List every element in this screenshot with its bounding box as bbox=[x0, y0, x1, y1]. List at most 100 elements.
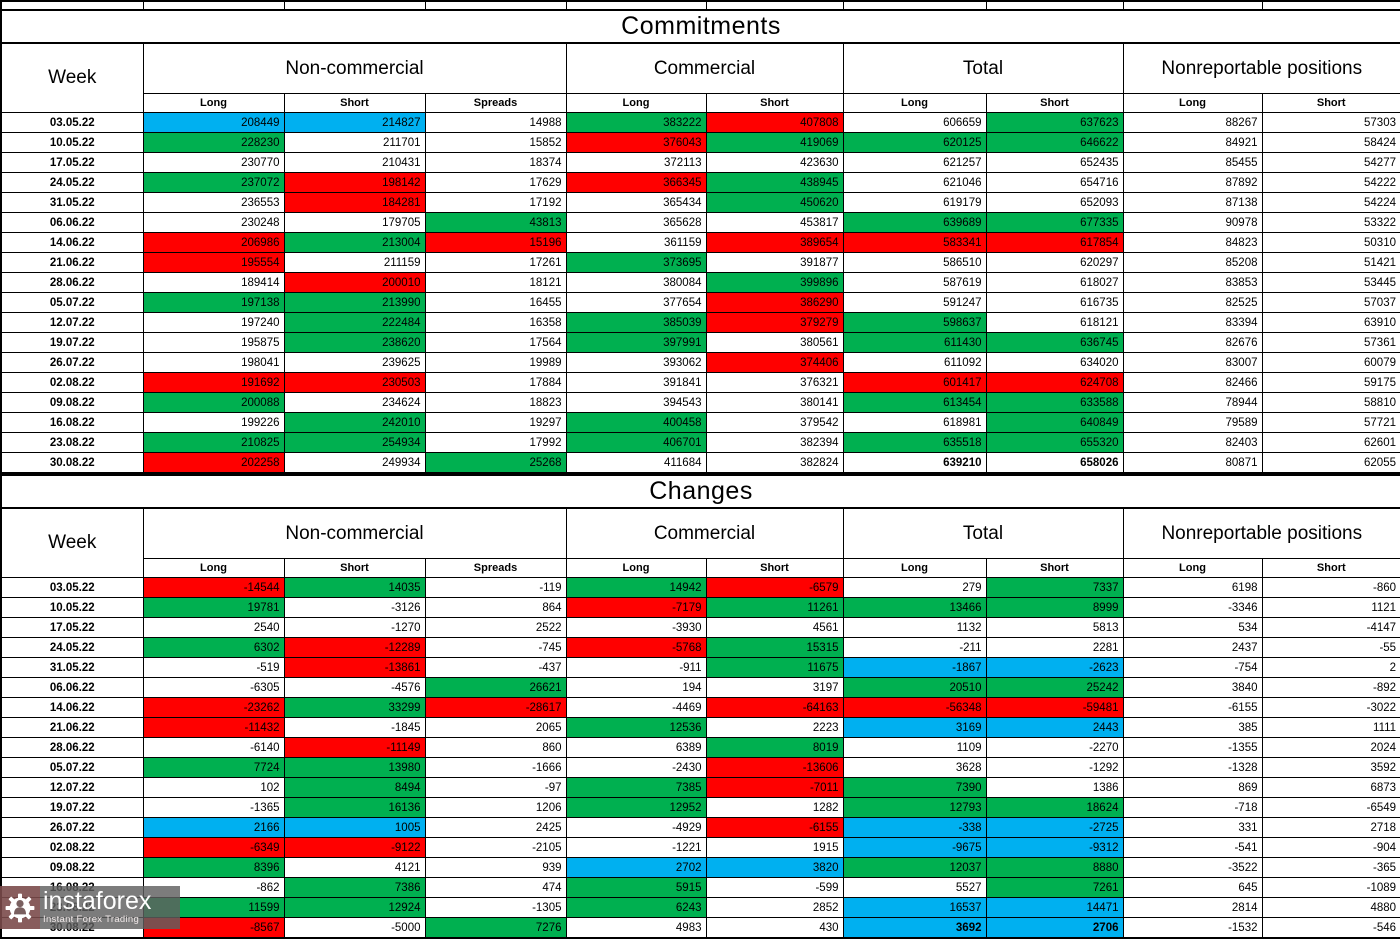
value-cell: 393062 bbox=[565, 352, 707, 373]
value-cell: 14942 bbox=[565, 577, 707, 598]
value-cell: 14471 bbox=[985, 897, 1124, 918]
value-cell: -541 bbox=[1122, 837, 1263, 858]
commitments-table: Commitments Week Non-commercial Commerci… bbox=[0, 0, 1400, 474]
value-cell: -3022 bbox=[1261, 697, 1400, 718]
value-cell: 361159 bbox=[565, 232, 707, 253]
value-cell: 254934 bbox=[283, 432, 426, 453]
value-cell: 406701 bbox=[565, 432, 707, 453]
value-cell: 652435 bbox=[985, 152, 1124, 173]
value-cell: 249934 bbox=[283, 452, 426, 474]
group-total: Total bbox=[842, 42, 1124, 94]
value-cell: 82525 bbox=[1122, 292, 1263, 313]
value-cell: 391841 bbox=[565, 372, 707, 393]
value-cell: -6140 bbox=[142, 737, 285, 758]
table-row: 28.06.22 189414 200010 18121 380084 399896 587… bbox=[0, 272, 1400, 293]
value-cell: 939 bbox=[424, 857, 567, 878]
table-row: 23.08.221159912924-130562432852165371447… bbox=[0, 897, 1400, 918]
value-cell: -338 bbox=[842, 817, 987, 838]
value-cell: 17629 bbox=[424, 172, 567, 193]
value-cell: 83007 bbox=[1122, 352, 1263, 373]
value-cell: 652093 bbox=[985, 192, 1124, 213]
value-cell: -1270 bbox=[283, 617, 426, 638]
col-nc-long: Long bbox=[142, 93, 285, 113]
value-cell: 58810 bbox=[1261, 392, 1400, 413]
value-cell: 242010 bbox=[283, 412, 426, 433]
instaforex-logo bbox=[0, 886, 40, 929]
table-row: 14.06.22 -23262 33299 -28617 -4469 -64163 -563… bbox=[0, 697, 1400, 718]
group-commercial: Commercial bbox=[565, 507, 844, 559]
value-cell: 2852 bbox=[705, 897, 844, 918]
value-cell: 214827 bbox=[283, 112, 426, 133]
table-row: 14.06.22 206986 213004 15196 361159 389654 583… bbox=[0, 232, 1400, 253]
value-cell: 279 bbox=[842, 577, 987, 598]
value-cell: 3820 bbox=[705, 857, 844, 878]
table-row: 24.05.22 237072 198142 17629 366345 438945 621… bbox=[0, 172, 1400, 193]
value-cell: -1355 bbox=[1122, 737, 1263, 758]
value-cell: 62601 bbox=[1261, 432, 1400, 453]
value-cell: 374406 bbox=[705, 352, 844, 373]
value-cell: 2443 bbox=[985, 717, 1124, 738]
col-nr-long: Long bbox=[1122, 558, 1263, 578]
table-row: 23.08.22 210825 254934 17992 406701 382394 635… bbox=[0, 432, 1400, 453]
value-cell: 3628 bbox=[842, 757, 987, 778]
table-row: 30.08.22 202258 249934 25268 411684 382824 639… bbox=[0, 452, 1400, 474]
value-cell: 82466 bbox=[1122, 372, 1263, 393]
value-cell: 365434 bbox=[565, 192, 707, 213]
value-cell: 620297 bbox=[985, 252, 1124, 273]
value-cell: 78944 bbox=[1122, 392, 1263, 413]
value-cell: 5527 bbox=[842, 877, 987, 898]
value-cell: 383222 bbox=[565, 112, 707, 133]
value-cell: 430 bbox=[705, 917, 844, 939]
value-cell: 16537 bbox=[842, 897, 987, 918]
value-cell: 1132 bbox=[842, 617, 987, 638]
value-cell: -11149 bbox=[283, 737, 426, 758]
value-cell: -55 bbox=[1261, 637, 1400, 658]
week-cell: 24.05.22 bbox=[0, 637, 144, 658]
value-cell: -4929 bbox=[565, 817, 707, 838]
value-cell: 621046 bbox=[842, 172, 987, 193]
value-cell: 230503 bbox=[283, 372, 426, 393]
value-cell: 194 bbox=[565, 677, 707, 698]
table-row: 31.05.22 -519 -13861 -437 -911 11675 -1867 -262… bbox=[0, 657, 1400, 678]
value-cell: 634020 bbox=[985, 352, 1124, 373]
value-cell: 200010 bbox=[283, 272, 426, 293]
value-cell: -2105 bbox=[424, 837, 567, 858]
value-cell: 87892 bbox=[1122, 172, 1263, 193]
value-cell: 2814 bbox=[1122, 897, 1263, 918]
value-cell: 12793 bbox=[842, 797, 987, 818]
value-cell: 3169 bbox=[842, 717, 987, 738]
week-cell: 28.06.22 bbox=[0, 272, 144, 293]
value-cell: 57361 bbox=[1261, 332, 1400, 353]
value-cell: 63910 bbox=[1261, 312, 1400, 333]
week-cell: 26.07.22 bbox=[0, 352, 144, 373]
value-cell: -745 bbox=[424, 637, 567, 658]
value-cell: -28617 bbox=[424, 697, 567, 718]
value-cell: 213990 bbox=[283, 292, 426, 313]
week-cell: 30.08.22 bbox=[0, 452, 144, 474]
table-row: 10.05.22 228230 211701 15852 376043 419069 620… bbox=[0, 132, 1400, 153]
table-row: 24.05.22 6302 -12289 -745 -5768 15315 -211 2281… bbox=[0, 637, 1400, 658]
value-cell: 7385 bbox=[565, 777, 707, 798]
value-cell: -2430 bbox=[565, 757, 707, 778]
value-cell: 2702 bbox=[565, 857, 707, 878]
value-cell: -1305 bbox=[424, 897, 567, 918]
table-row: 17.05.22 230770 210431 18374 372113 423630 621… bbox=[0, 152, 1400, 173]
value-cell: 18823 bbox=[424, 392, 567, 413]
value-cell: 618981 bbox=[842, 412, 987, 433]
value-cell: 3197 bbox=[705, 677, 844, 698]
value-cell: 53445 bbox=[1261, 272, 1400, 293]
week-cell: 24.05.22 bbox=[0, 172, 144, 193]
watermark-tagline-text: Instant Forex Trading bbox=[43, 913, 140, 925]
value-cell: -6579 bbox=[705, 577, 844, 598]
value-cell: 7386 bbox=[283, 877, 426, 898]
value-cell: 620125 bbox=[842, 132, 987, 153]
table-row: 21.06.22 195554 211159 17261 373695 391877 586… bbox=[0, 252, 1400, 273]
value-cell: -64163 bbox=[705, 697, 844, 718]
table-row: 02.08.22 -6349 -9122 -2105 -1221 1915 -9675 -93… bbox=[0, 837, 1400, 858]
value-cell: 200088 bbox=[142, 392, 285, 413]
value-cell: -59481 bbox=[985, 697, 1124, 718]
value-cell: 15852 bbox=[424, 132, 567, 153]
value-cell: 2024 bbox=[1261, 737, 1400, 758]
col-nc-long: Long bbox=[142, 558, 285, 578]
value-cell: 11675 bbox=[705, 657, 844, 678]
